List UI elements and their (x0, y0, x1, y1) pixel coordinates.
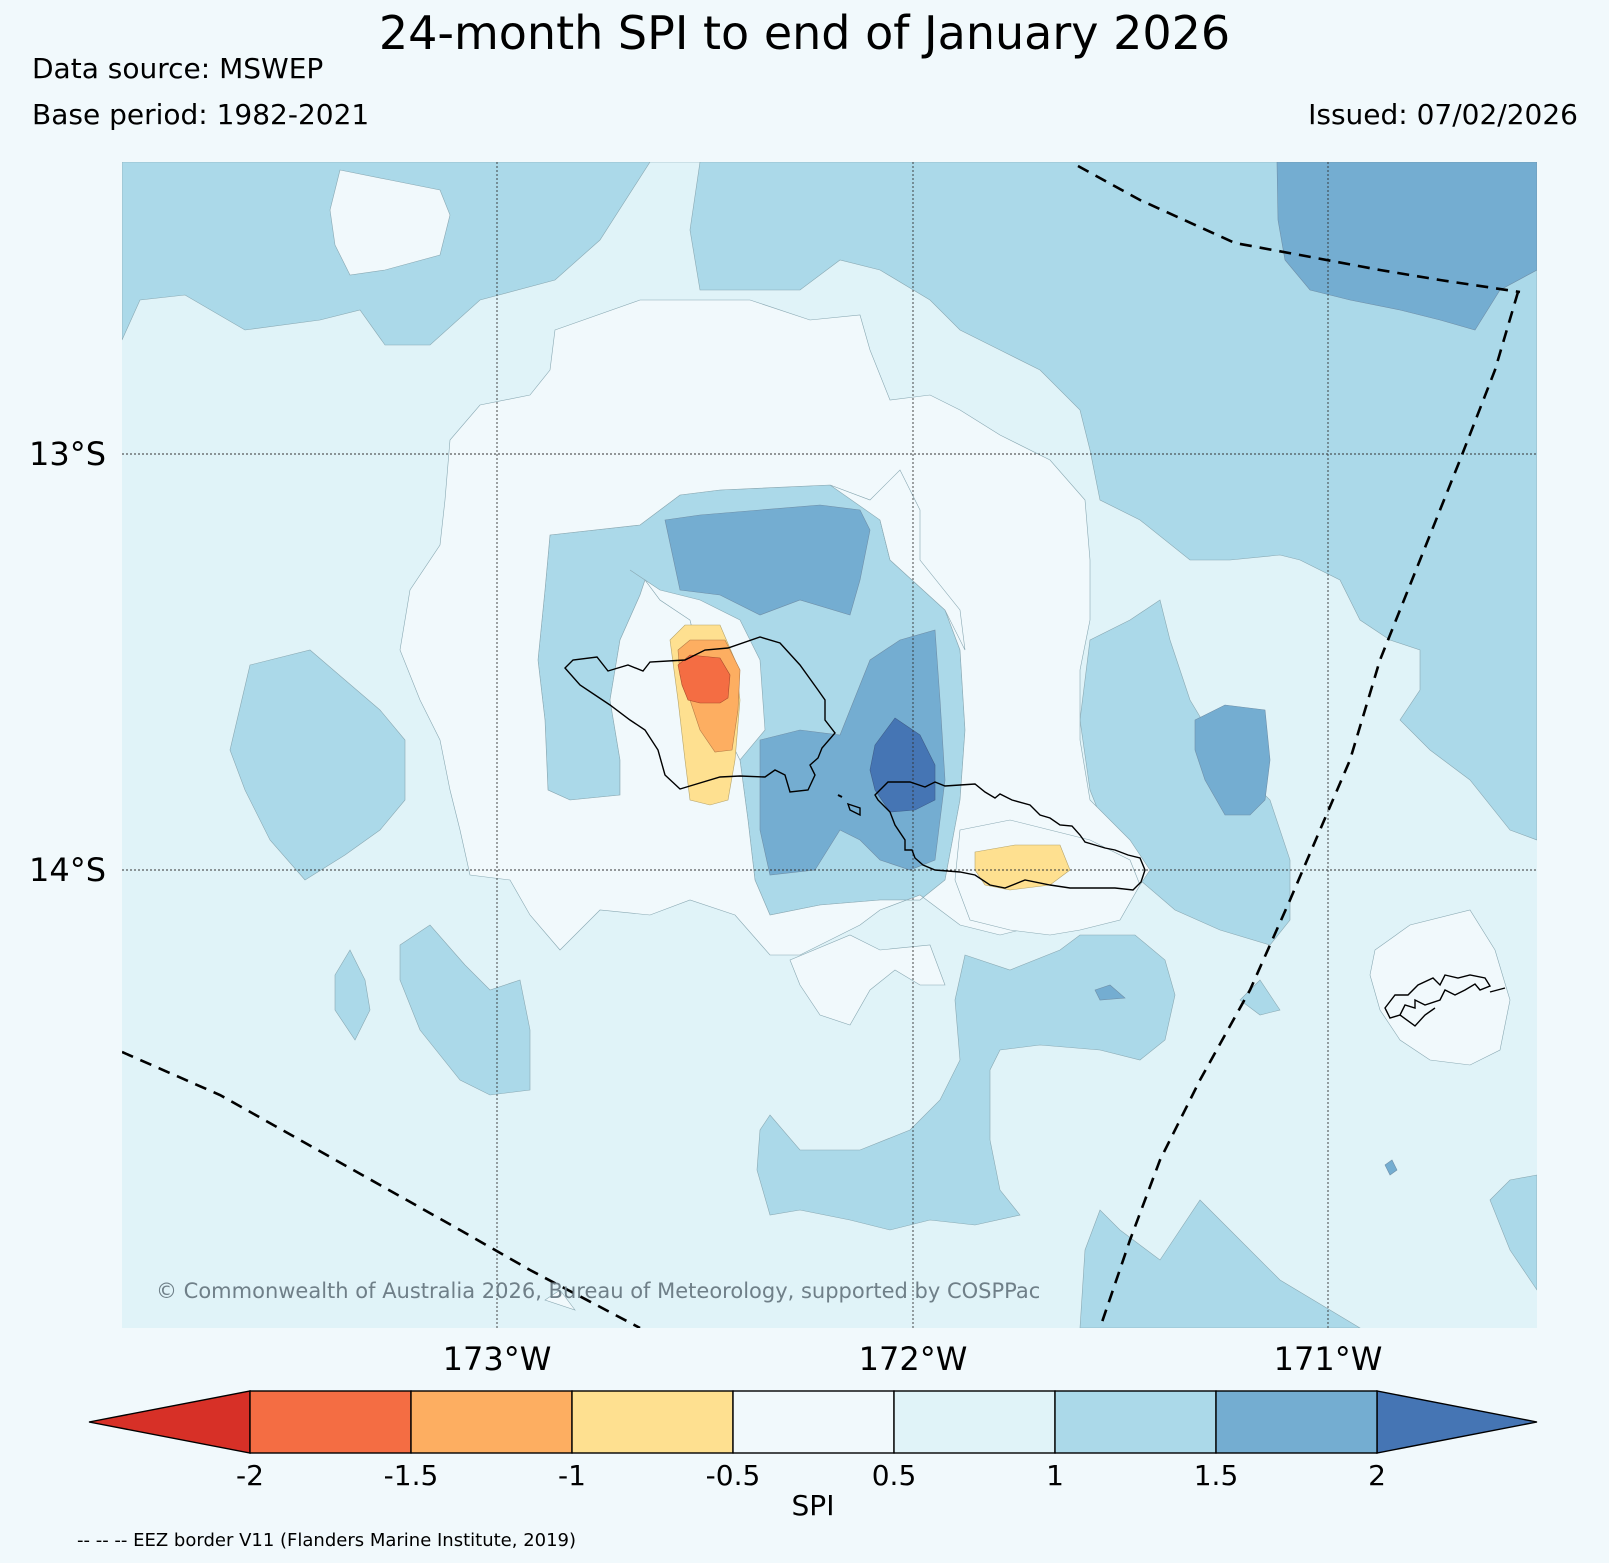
eez-border-east (1098, 291, 1520, 1328)
spi-region-south-tiny (1094, 984, 1126, 1001)
eez-footnote: -- -- -- EEZ border V11 (Flanders Marine… (77, 1530, 577, 1551)
colorbar-ticks: -2 -1.5 -1 -0.5 0.5 1 1.5 2 (236, 1459, 1386, 1492)
colorbar-extend-low (88, 1390, 251, 1454)
spi-region-west-island (229, 649, 406, 881)
lon-label-171W: 171°W (1274, 1340, 1383, 1378)
spi-region-m1.5-m2 (677, 654, 731, 704)
colorbar-segment-5 (1054, 1390, 1217, 1454)
issued-date-label: Issued: 07/02/2026 (1308, 98, 1578, 131)
colorbar-tick-label: 1 (1046, 1459, 1064, 1492)
coastline-upolu-islet (846, 802, 861, 817)
coastline-upolu (874, 781, 1146, 891)
spi-region-southeast (1079, 1199, 1361, 1328)
spi-region-south-central (756, 934, 1176, 1231)
lon-label-173W: 173°W (443, 1340, 552, 1378)
colorbar-segments (249, 1390, 1378, 1454)
spi-region-east-edge-south (1489, 1174, 1537, 1291)
lat-label-13S: 13°S (29, 435, 106, 473)
spi-region-southwest (399, 924, 531, 1096)
coastline-upolu-tip (837, 794, 843, 798)
colorbar-segment-0 (249, 1390, 412, 1454)
copyright-text: © Commonwealth of Australia 2026, Bureau… (156, 1279, 1040, 1303)
spi-region-east-blob (1194, 704, 1271, 816)
spi-region-neutral-south-islet (789, 934, 946, 1026)
colorbar-tick-label: 1.5 (1194, 1459, 1239, 1492)
page-title: 24-month SPI to end of January 2026 (378, 6, 1231, 60)
spi-region-neutral-inner-east (829, 469, 966, 651)
coastline-tutuila (1384, 974, 1492, 1019)
data-source-label: Data source: MSWEP (32, 52, 324, 85)
spi-region-central-east-blob (759, 629, 946, 876)
colorbar-segment-2 (571, 1390, 734, 1454)
coastline-tutuila-west (1399, 1007, 1436, 1027)
lat-axis-labels: 13°S 14°S (29, 435, 106, 889)
colorbar-label: SPI (792, 1489, 835, 1522)
eez-borders (122, 164, 1521, 1328)
spi-region-east-small (1239, 979, 1281, 1016)
lat-label-14S: 14°S (29, 851, 106, 889)
colorbar-segment-4 (893, 1390, 1056, 1454)
colorbar-segment-3 (732, 1390, 895, 1454)
coastline-savaii (564, 636, 836, 793)
eez-border-southwest (122, 1050, 641, 1328)
spi-band-neutral-regions (329, 169, 1511, 1311)
colorbar-tick-label: 2 (1368, 1459, 1386, 1492)
colorbar-tick-label: -1 (558, 1459, 586, 1492)
spi-region-central-north-blob (664, 504, 871, 616)
spi-region-north (122, 162, 1537, 841)
map-area: © Commonwealth of Australia 2026, Bureau… (122, 162, 1537, 1328)
spi-region-southwest-small (334, 949, 371, 1041)
lon-axis-labels: 173°W 172°W 171°W (443, 1340, 1383, 1378)
eez-border-north (1077, 164, 1521, 294)
colorbar-segment-1 (410, 1390, 573, 1454)
colorbar: -2 -1.5 -1 -0.5 0.5 1 1.5 2 SPI (88, 1390, 1538, 1522)
spi-region-neutral-north (329, 169, 451, 276)
colorbar-extend-high (1376, 1390, 1538, 1454)
lon-label-172W: 172°W (859, 1340, 968, 1378)
coastline-tutuila-east (1489, 987, 1506, 993)
coastlines (564, 636, 1506, 1027)
colorbar-tick-label: -0.5 (706, 1459, 761, 1492)
colorbar-tick-label: -1.5 (384, 1459, 439, 1492)
base-period-label: Base period: 1982-2021 (32, 98, 370, 131)
spi-region-neutral-tutuila (1369, 909, 1511, 1066)
colorbar-segment-6 (1215, 1390, 1378, 1454)
spi-region-neutral-south-tail (544, 1289, 576, 1311)
colorbar-tick-label: 0.5 (872, 1459, 917, 1492)
spi-region-above-2 (869, 717, 936, 813)
spi-band-1.5-2-regions (664, 162, 1537, 1176)
colorbar-tick-label: -2 (236, 1459, 264, 1492)
spi-region-southeast-tiny (1384, 1159, 1398, 1176)
